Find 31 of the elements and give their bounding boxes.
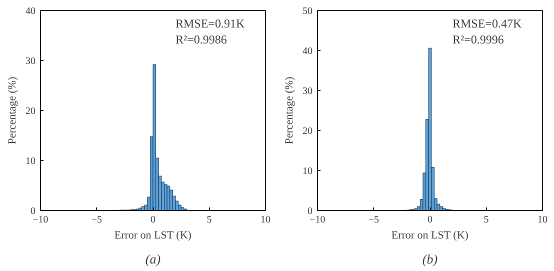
annotation: R²=0.9996 [452, 32, 504, 46]
annotation: R²=0.9986 [176, 32, 227, 46]
y-tick-label: 0 [308, 206, 312, 217]
x-tick-label: 0 [428, 214, 432, 226]
x-tick-label: 5 [484, 214, 489, 226]
x-tick-label: −10 [310, 214, 326, 226]
y-tick-label: 40 [26, 6, 36, 17]
y-tick-label: 30 [302, 86, 312, 97]
x-axis-title: Error on LST (K) [391, 230, 469, 242]
x-tick-label: −10 [32, 214, 48, 226]
y-tick-label: 20 [26, 106, 36, 117]
y-tick-label: 0 [30, 206, 36, 217]
y-tick-label: 40 [302, 46, 312, 57]
x-tick-label: 0 [150, 214, 156, 226]
x-tick-label: −5 [91, 214, 102, 226]
y-tick-label: 10 [26, 156, 36, 167]
y-axis-title: Percentage (%) [284, 76, 296, 144]
annotation: RMSE=0.91K [176, 16, 245, 30]
x-tick-label: 10 [260, 214, 270, 226]
text: (a) [145, 252, 161, 266]
x-axis-title: Error on LST (K) [114, 230, 192, 242]
y-tick-label: 50 [302, 6, 312, 17]
x-tick-label: −5 [368, 214, 380, 226]
y-tick-label: 20 [302, 126, 312, 137]
text: (b) [422, 252, 438, 266]
x-tick-label: 10 [538, 214, 548, 226]
x-tick-label: 5 [206, 214, 212, 226]
y-axis-title: Percentage (%) [6, 76, 18, 144]
y-tick-label: 10 [302, 166, 312, 177]
annotation: RMSE=0.47K [452, 16, 522, 30]
y-tick-label: 30 [26, 56, 36, 67]
